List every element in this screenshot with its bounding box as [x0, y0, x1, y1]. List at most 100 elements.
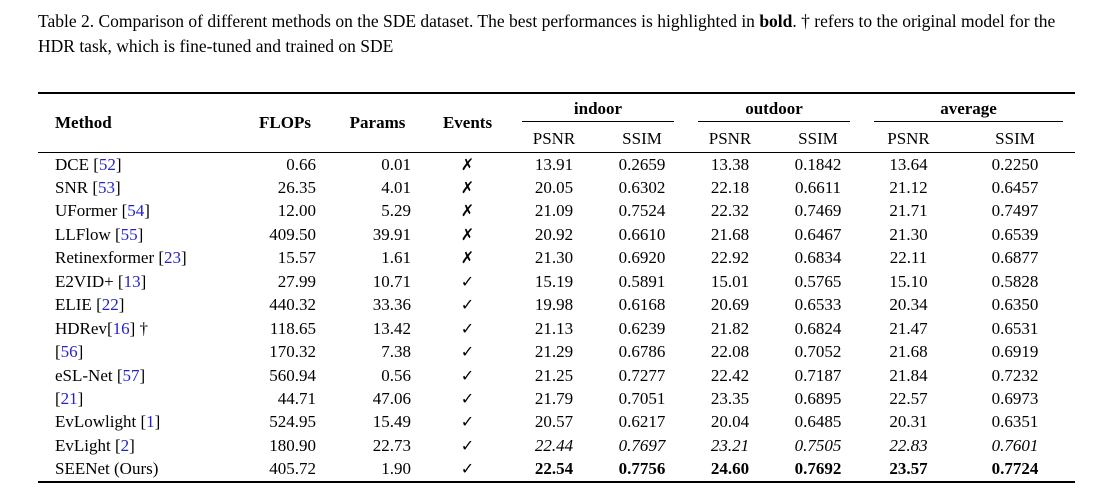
check-icon: ✓	[460, 271, 475, 291]
events-cell: ✗	[425, 246, 510, 269]
method-name: [	[55, 389, 61, 409]
params-value: 0.56	[381, 365, 411, 385]
method-suffix: ]	[139, 365, 146, 385]
method-name: LLFlow [	[55, 224, 121, 244]
citation-link[interactable]: 22	[101, 295, 119, 315]
outdoor-cmidrule: outdoor	[698, 99, 850, 122]
header-group-row: Method FLOPs Params Events indoor outdoo…	[38, 93, 1075, 132]
citation-link[interactable]: 23	[164, 248, 182, 268]
check-icon: ✓	[460, 342, 475, 362]
params-value: 5.29	[381, 201, 411, 221]
citation-link[interactable]: 54	[127, 201, 145, 221]
citation-link[interactable]: 21	[60, 389, 78, 409]
outdoor-ssim-value: 0.6611	[794, 177, 842, 197]
flops-value: 118.65	[269, 318, 316, 338]
outdoor-psnr-value: 22.08	[710, 342, 750, 362]
params-value: 7.38	[381, 342, 411, 362]
average-ssim-value: 0.6531	[991, 318, 1039, 338]
citation-link[interactable]: 55	[120, 224, 138, 244]
params-value: 47.06	[372, 389, 411, 409]
flops-value: 27.99	[277, 271, 316, 291]
average-psnr-value: 21.47	[889, 318, 928, 338]
indoor-ssim-value: 0.6168	[618, 295, 666, 315]
comparison-table: Method FLOPs Params Events indoor outdoo…	[38, 92, 1076, 483]
method-cell: Retinexformer [23]	[38, 246, 240, 269]
citation-link[interactable]: 56	[60, 342, 78, 362]
indoor-psnr-value: 21.79	[534, 389, 574, 409]
average-psnr-value: 21.30	[889, 224, 928, 244]
col-header-indoor-psnr: PSNR	[532, 128, 576, 148]
indoor-ssim-value: 0.6920	[618, 248, 666, 268]
citation-link[interactable]: 52	[98, 154, 116, 174]
citation-link[interactable]: 16	[112, 318, 130, 338]
indoor-ssim-value: 0.6786	[618, 342, 666, 362]
group-header-average: average	[862, 93, 1075, 126]
average-psnr-value: 21.68	[889, 342, 928, 362]
cross-icon: ✗	[460, 248, 475, 268]
events-cell: ✗	[425, 223, 510, 246]
flops-value: 170.32	[269, 342, 316, 362]
method-cell: eSL-Net [57]	[38, 364, 240, 387]
method-suffix: ]	[77, 389, 84, 409]
outdoor-psnr-value: 20.69	[710, 295, 750, 315]
check-icon: ✓	[460, 295, 475, 315]
check-icon: ✓	[460, 318, 475, 338]
outdoor-ssim-value: 0.6533	[794, 295, 842, 315]
table-row: SNR [53] 26.35 4.01 ✗ 20.05 0.6302 22.18…	[38, 176, 1075, 199]
flops-value: 26.35	[277, 177, 316, 197]
flops-value: 409.50	[269, 224, 316, 244]
outdoor-ssim-value: 0.6467	[794, 224, 842, 244]
method-suffix: ]	[140, 271, 147, 291]
check-icon: ✓	[460, 412, 475, 432]
indoor-psnr-value: 20.57	[534, 412, 574, 432]
params-value: 15.49	[372, 412, 411, 432]
table-row: UFormer [54] 12.00 5.29 ✗ 21.09 0.7524 2…	[38, 199, 1075, 222]
outdoor-psnr-value: 15.01	[710, 271, 750, 291]
indoor-psnr-value: 13.91	[534, 154, 574, 174]
params-value: 1.61	[381, 248, 411, 268]
method-cell: HDRev[16] †	[38, 317, 240, 340]
table-row: eSL-Net [57] 560.94 0.56 ✓ 21.25 0.7277 …	[38, 364, 1075, 387]
caption-text-part1: Table 2. Comparison of different methods…	[38, 11, 760, 31]
events-cell: ✓	[425, 457, 510, 481]
indoor-psnr-value: 21.30	[534, 248, 574, 268]
flops-value: 15.57	[277, 248, 316, 268]
indoor-psnr-value: 22.54	[534, 459, 574, 479]
indoor-psnr-value: 15.19	[534, 271, 574, 291]
average-ssim-value: 0.6457	[991, 177, 1039, 197]
table-header: Method FLOPs Params Events indoor outdoo…	[38, 93, 1076, 152]
average-psnr-value: 15.10	[889, 271, 928, 291]
citation-link[interactable]: 57	[122, 365, 140, 385]
citation-link[interactable]: 1	[146, 412, 155, 432]
average-ssim-value: 0.6350	[991, 295, 1039, 315]
cross-icon: ✗	[460, 201, 475, 221]
indoor-psnr-value: 21.09	[534, 201, 574, 221]
params-value: 33.36	[372, 295, 411, 315]
events-cell: ✓	[425, 387, 510, 410]
indoor-ssim-value: 0.6302	[618, 177, 666, 197]
flops-value: 405.72	[269, 459, 316, 479]
indoor-ssim-value: 0.7051	[618, 389, 666, 409]
indoor-ssim-value: 0.7756	[618, 459, 666, 479]
outdoor-ssim-value: 0.7692	[794, 459, 842, 479]
header-metric-row: PSNR SSIM PSNR SSIM PSNR SSIM	[38, 126, 1075, 152]
average-psnr-value: 21.12	[889, 177, 928, 197]
citation-link[interactable]: 2	[120, 435, 130, 455]
method-suffix: ] †	[129, 318, 149, 338]
outdoor-psnr-value: 13.38	[710, 154, 750, 174]
method-cell: EvLight [2]	[38, 434, 240, 457]
citation-link[interactable]: 13	[123, 271, 141, 291]
cross-icon: ✗	[460, 224, 475, 244]
method-cell: [21]	[38, 387, 240, 410]
table-row: LLFlow [55] 409.50 39.91 ✗ 20.92 0.6610 …	[38, 223, 1075, 246]
flops-value: 440.32	[269, 295, 316, 315]
average-ssim-value: 0.6351	[991, 412, 1039, 432]
outdoor-psnr-value: 22.18	[710, 177, 750, 197]
method-name: EvLight [	[55, 435, 121, 455]
citation-link[interactable]: 53	[97, 177, 115, 197]
indoor-ssim-value: 0.7277	[618, 365, 666, 385]
method-cell: DCE [52]	[38, 152, 240, 176]
method-name: EvLowlight [	[55, 412, 147, 432]
method-cell: ELIE [22]	[38, 293, 240, 316]
method-name: eSL-Net [	[55, 365, 123, 385]
